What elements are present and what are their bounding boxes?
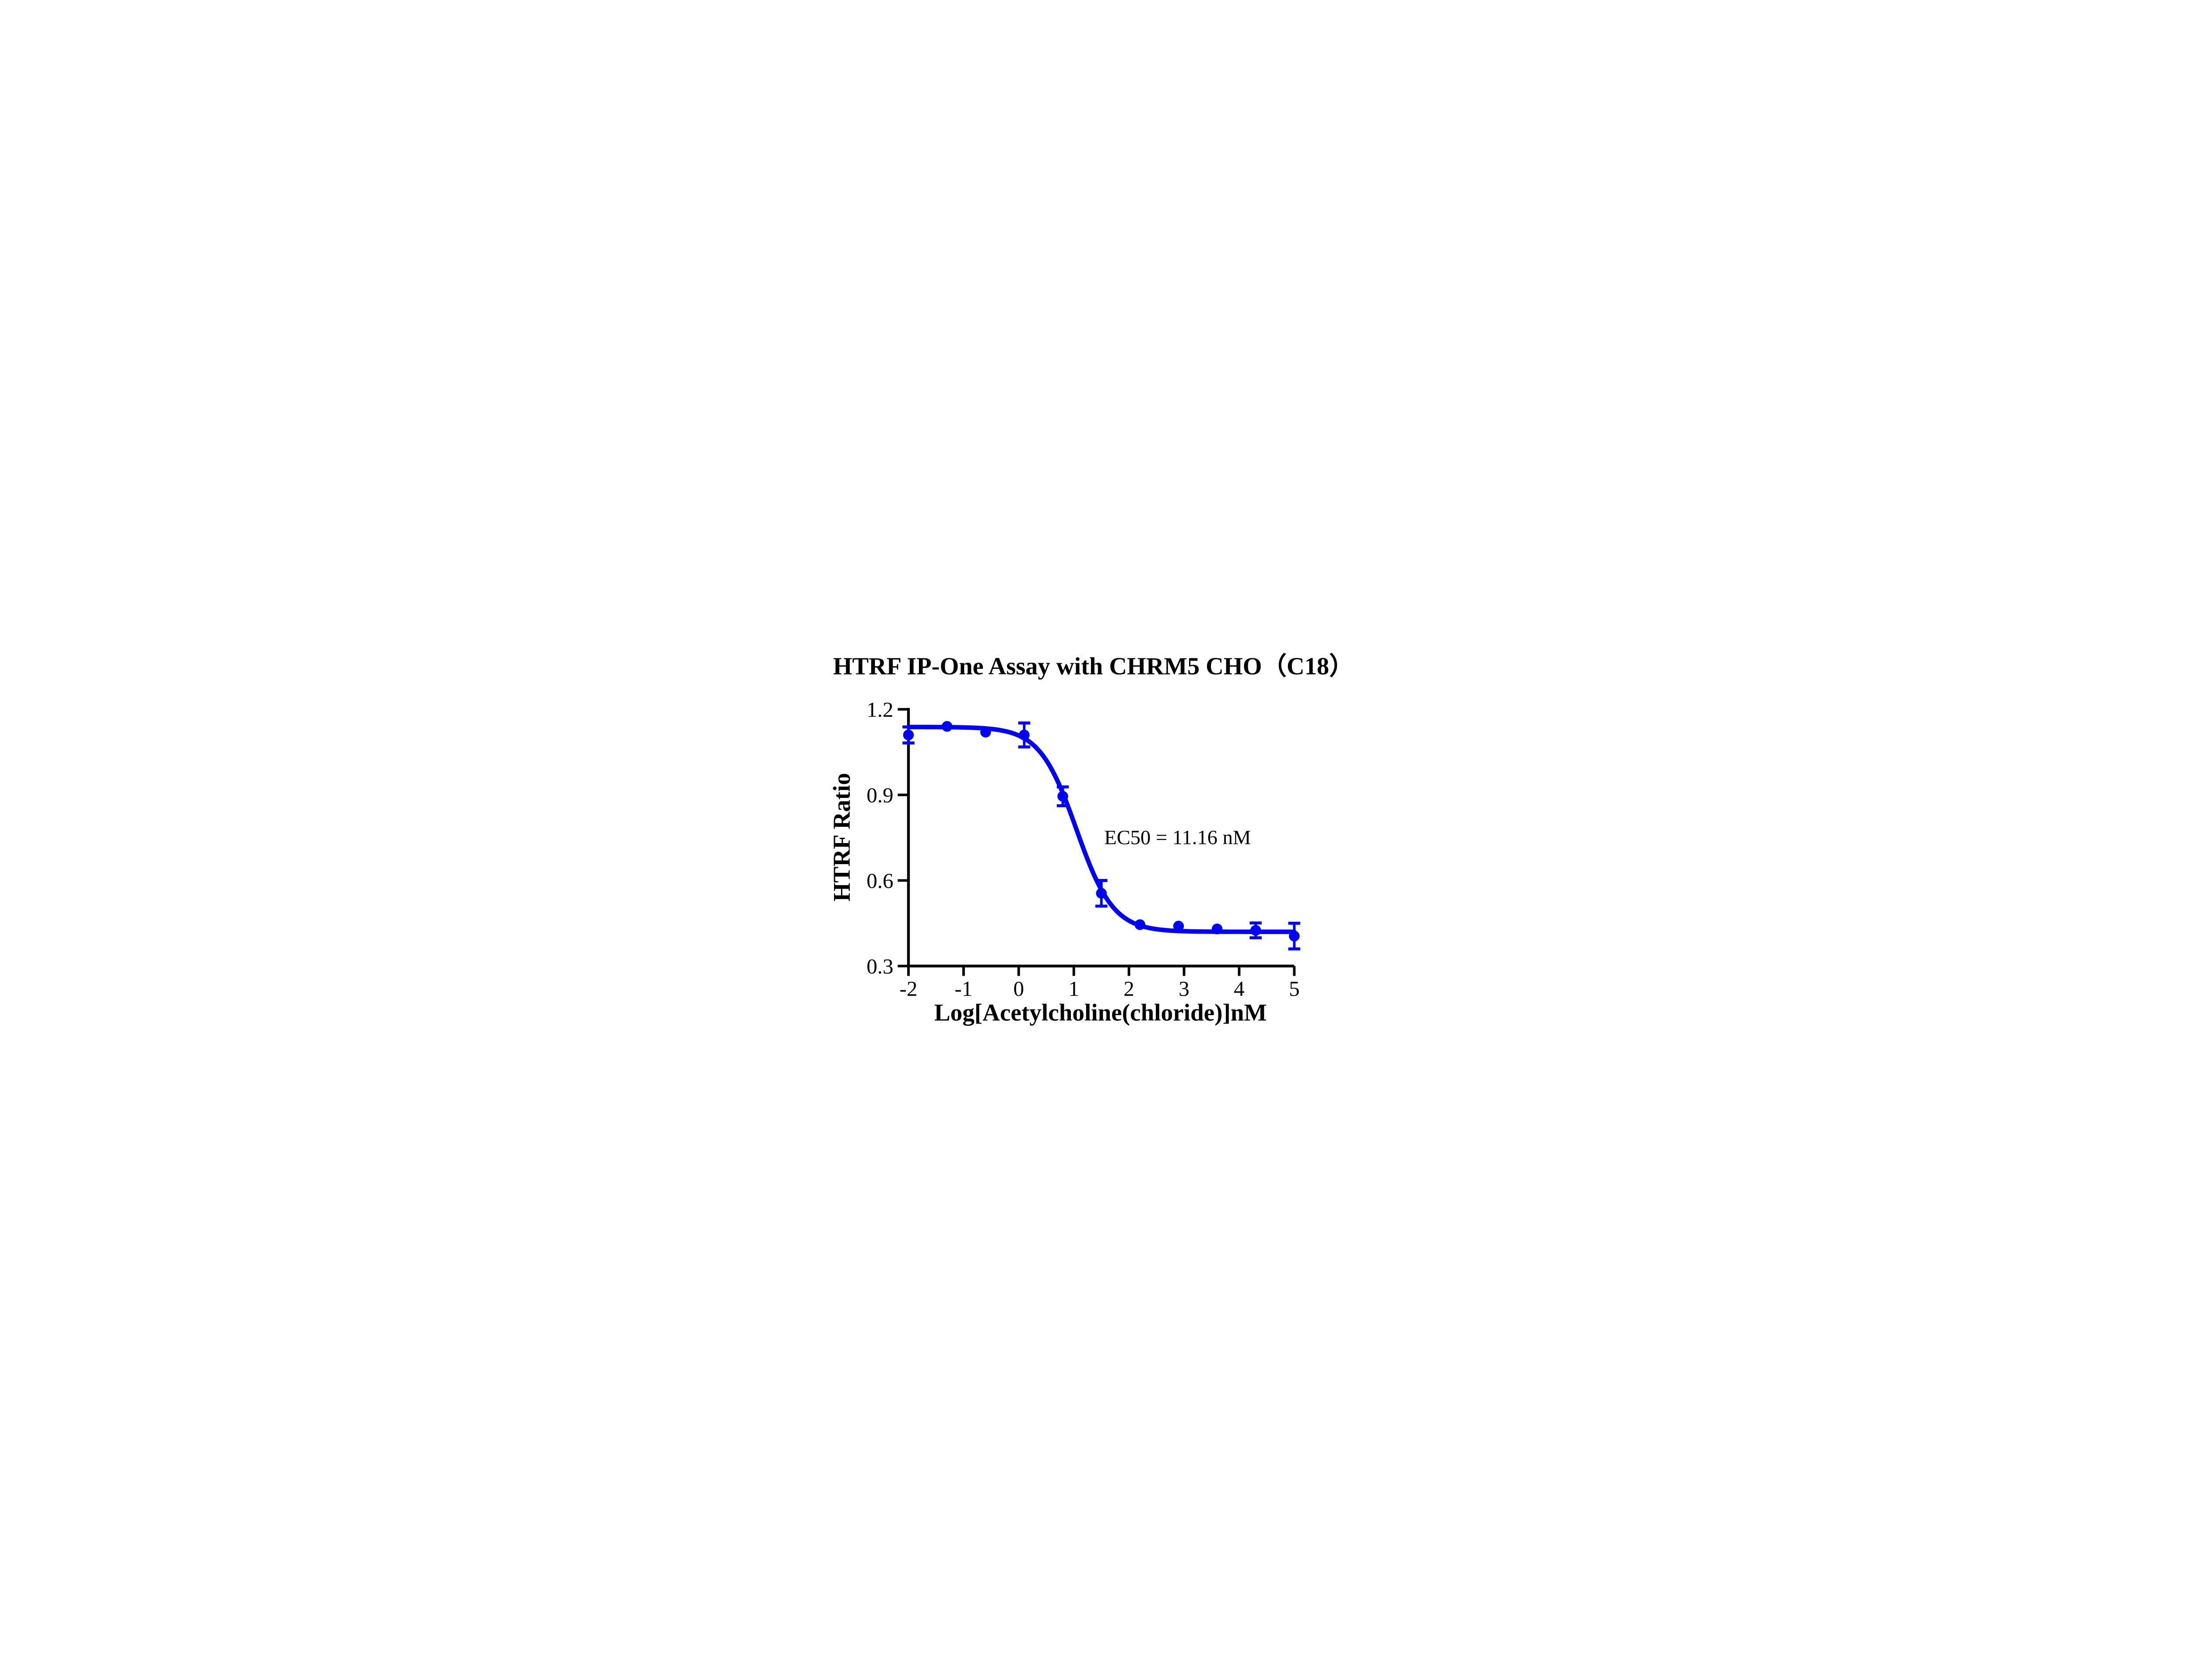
x-tick-label: 2 — [1123, 977, 1134, 1001]
ec50-annotation: EC50 = 11.16 nM — [1104, 826, 1251, 849]
data-point — [1134, 919, 1146, 931]
y-tick-label: 0.9 — [866, 783, 893, 807]
x-tick-label: 3 — [1179, 977, 1190, 1001]
data-point — [1057, 791, 1068, 802]
y-tick-label: 1.2 — [866, 698, 893, 722]
chart-title: HTRF IP-One Assay with CHRM5 CHO（C18） — [833, 653, 1354, 680]
figure: 0.3 0.6 0.9 1.2 -2 -1 0 1 2 3 4 5 HTRF IP-One Assay … — [814, 634, 1375, 1046]
data-point — [1250, 925, 1261, 936]
data-point — [1211, 924, 1223, 935]
x-tick-label: 4 — [1234, 977, 1245, 1001]
data-point — [1096, 888, 1107, 899]
y-axis-title: HTRF Ratio — [828, 773, 855, 902]
x-axis-title: Log[Acetylcholine(chloride)]nM — [934, 999, 1267, 1026]
data-point — [980, 727, 991, 738]
x-tick-label: -2 — [900, 977, 918, 1001]
data-point — [1173, 921, 1184, 932]
x-tick-label: 5 — [1289, 977, 1300, 1001]
y-tick-label: 0.6 — [866, 869, 893, 893]
x-tick-label: 1 — [1068, 977, 1079, 1001]
y-tick-label: 0.3 — [866, 955, 893, 979]
x-tick-label: 0 — [1014, 977, 1024, 1001]
data-point — [941, 721, 953, 732]
x-tick-label: -1 — [955, 977, 973, 1001]
data-point — [1019, 730, 1030, 741]
data-point — [1289, 931, 1300, 942]
data-point — [903, 730, 914, 741]
dose-response-chart: 0.3 0.6 0.9 1.2 -2 -1 0 1 2 3 4 5 HTRF IP-One Assay … — [814, 634, 1375, 1046]
